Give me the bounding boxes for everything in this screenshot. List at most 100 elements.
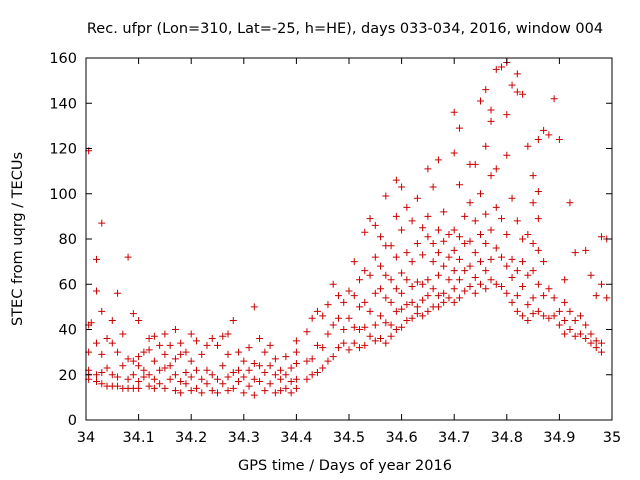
data-point — [192, 337, 200, 345]
data-point — [477, 280, 484, 288]
data-point — [266, 362, 274, 370]
data-point — [334, 314, 342, 322]
data-point — [382, 339, 390, 347]
data-point — [440, 298, 448, 306]
data-point — [198, 375, 206, 383]
data-point — [392, 307, 400, 315]
data-point — [466, 237, 474, 245]
data-point — [587, 339, 595, 347]
data-point — [277, 366, 285, 374]
data-point — [292, 348, 300, 356]
data-point — [597, 280, 605, 288]
data-point — [324, 330, 332, 338]
data-point — [592, 344, 600, 352]
data-point — [166, 341, 174, 349]
x-tick-label: 34.1 — [122, 430, 154, 446]
data-point — [129, 371, 137, 379]
x-tick-label: 35 — [603, 430, 621, 446]
data-point — [229, 384, 237, 392]
data-point — [555, 321, 563, 329]
data-point — [498, 215, 506, 223]
data-point — [592, 292, 600, 300]
data-point — [145, 346, 153, 354]
data-point — [245, 382, 253, 390]
data-point — [398, 289, 406, 297]
data-point — [597, 233, 605, 241]
data-point — [477, 190, 484, 198]
data-point — [513, 292, 521, 300]
data-point — [471, 160, 479, 168]
data-point — [93, 371, 101, 379]
data-point — [250, 375, 258, 383]
data-point — [534, 187, 542, 195]
data-point — [345, 287, 353, 295]
data-point — [361, 267, 369, 275]
x-tick-label: 34.7 — [438, 430, 470, 446]
data-point — [214, 341, 221, 349]
data-point — [261, 348, 269, 356]
data-point — [492, 203, 500, 211]
data-point — [214, 389, 221, 397]
x-tick-label: 34.9 — [543, 430, 575, 446]
data-point — [313, 307, 321, 315]
data-point — [324, 301, 332, 309]
data-point — [534, 246, 542, 254]
data-point — [156, 366, 164, 374]
data-point — [277, 375, 285, 383]
data-point — [282, 353, 290, 361]
data-point — [135, 353, 143, 361]
data-point — [108, 371, 116, 379]
y-tick-label: 80 — [59, 232, 77, 248]
data-point — [135, 384, 143, 392]
data-point — [566, 326, 574, 333]
data-point — [245, 344, 253, 352]
data-point — [198, 389, 206, 397]
data-point — [224, 387, 232, 395]
data-point — [119, 330, 127, 338]
data-point — [140, 373, 148, 381]
data-point — [408, 314, 416, 322]
data-point — [487, 226, 495, 234]
data-point — [145, 335, 153, 343]
data-point — [261, 387, 269, 395]
data-point — [334, 344, 342, 352]
data-point — [392, 326, 400, 333]
data-point — [192, 384, 200, 392]
data-point — [166, 375, 174, 383]
data-point — [292, 384, 300, 392]
y-tick-label: 120 — [49, 142, 77, 158]
data-point — [550, 312, 558, 320]
data-point — [219, 380, 227, 388]
data-point — [119, 362, 127, 370]
data-point — [240, 389, 248, 397]
data-point — [424, 165, 432, 173]
data-point — [519, 90, 527, 98]
data-point — [545, 314, 553, 322]
data-point — [124, 375, 132, 383]
data-point — [208, 387, 216, 395]
data-point — [424, 307, 432, 315]
data-point — [192, 366, 200, 374]
data-point — [461, 287, 469, 295]
data-point — [392, 285, 400, 293]
data-point — [587, 271, 595, 279]
data-point — [576, 330, 584, 338]
data-point — [540, 312, 548, 320]
data-point — [334, 292, 342, 300]
data-point — [508, 298, 516, 306]
data-point — [156, 380, 164, 388]
data-point — [434, 226, 442, 234]
data-point — [508, 255, 516, 263]
data-point — [187, 373, 195, 381]
data-point — [150, 332, 158, 340]
data-point — [566, 199, 574, 207]
data-point — [597, 339, 605, 347]
data-point — [571, 332, 579, 340]
data-point — [350, 339, 358, 347]
data-point — [597, 348, 605, 356]
data-point — [313, 341, 321, 349]
data-point — [413, 310, 421, 318]
data-point — [371, 289, 379, 297]
data-point — [466, 262, 474, 270]
data-point — [403, 301, 411, 309]
